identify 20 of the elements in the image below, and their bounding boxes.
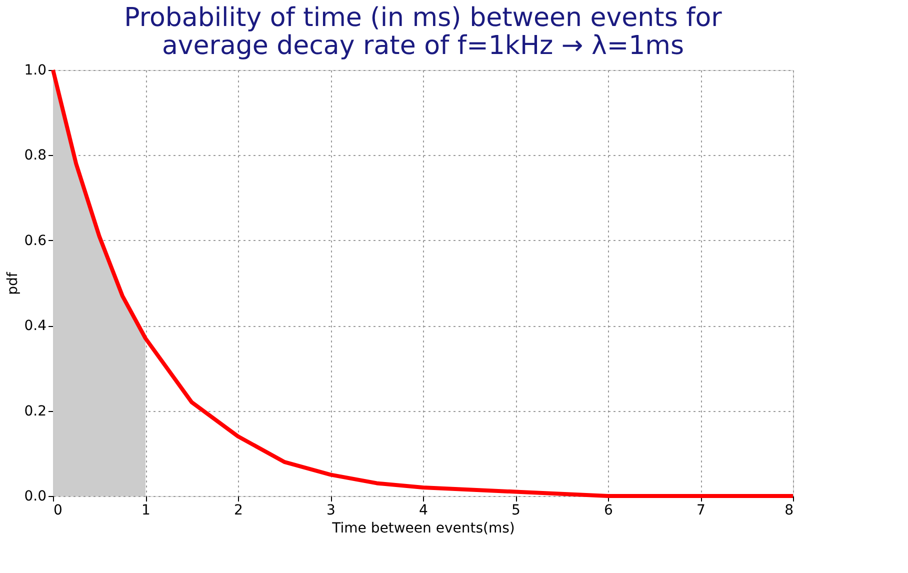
x-axis-title: Time between events(ms) bbox=[331, 520, 515, 536]
line-series bbox=[51, 68, 795, 498]
text: average decay rate of f=1kHz → λ=1ms bbox=[162, 31, 684, 61]
x-tick-label: 0 bbox=[54, 502, 62, 518]
y-tick-label: 0.6 bbox=[24, 232, 47, 249]
y-axis-title: pdf bbox=[5, 271, 22, 295]
x-tick-label: 2 bbox=[234, 502, 243, 518]
y-tick-label: 0.0 bbox=[24, 488, 46, 504]
x-tick-label: 5 bbox=[512, 502, 520, 518]
x-tick-label: 3 bbox=[326, 502, 336, 518]
x-tick-label: 6 bbox=[604, 502, 614, 518]
y-tick-label: 0.2 bbox=[24, 403, 46, 420]
text: Probability of time (in ms) between events for bbox=[124, 3, 722, 33]
x-tick-label: 4 bbox=[419, 502, 428, 518]
y-tick-label: 0.4 bbox=[24, 318, 47, 334]
x-tick-label: 8 bbox=[784, 502, 794, 518]
x-tick-label: 7 bbox=[696, 502, 706, 518]
y-tick-label: 1.0 bbox=[24, 62, 46, 78]
y-tick-label: 0.8 bbox=[24, 148, 46, 164]
x-tick-label: 1 bbox=[142, 502, 150, 518]
